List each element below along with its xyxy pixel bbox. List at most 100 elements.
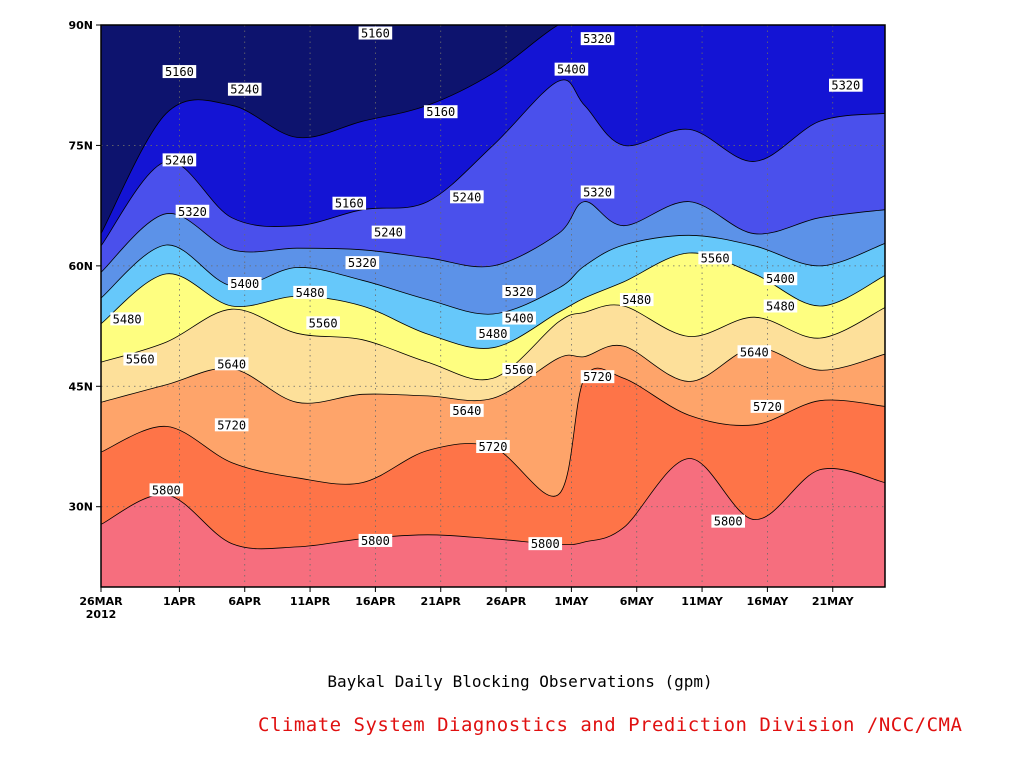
x-tick-label: 11APR: [290, 595, 331, 608]
contour-label-bg: [175, 204, 210, 218]
contour-label-bg: [763, 299, 798, 313]
contour-labels: 5160 5160 5160 5160 5240 5240 5240 5240 5320 5320…: [110, 26, 863, 551]
band-fill-5160: [101, 25, 885, 234]
contour-label-bg: [619, 293, 654, 307]
contour-label: 5720: [753, 400, 782, 414]
contour-label: 5800: [714, 515, 743, 529]
contour-label: 5160: [335, 197, 364, 211]
contour-line-5320: [101, 201, 885, 273]
x-tick-label: 26APR: [486, 595, 527, 608]
contour-label-bg: [332, 196, 367, 210]
contour-label: 5400: [230, 277, 259, 291]
contour-label-bg: [123, 352, 157, 366]
contour-label-bg: [450, 403, 484, 417]
contour-line-5560: [101, 304, 885, 381]
contour-label-bg: [110, 312, 144, 326]
y-tick-label: 60N: [68, 260, 93, 273]
contour-label-bg: [358, 533, 393, 547]
contour-label-bg: [227, 82, 262, 96]
contour-label: 5800: [361, 534, 390, 548]
contour-label-bg: [162, 153, 197, 167]
chart-title: Baykal Daily Blocking Observations (gpm): [327, 672, 713, 691]
contour-label-bg: [358, 26, 393, 40]
contour-label-bg: [737, 345, 772, 359]
contour-label: 5720: [479, 440, 508, 454]
contour-line-5720: [101, 367, 885, 497]
contour-label: 5560: [505, 363, 534, 377]
contour-label-bg: [423, 105, 458, 119]
contour-label-bg: [711, 514, 745, 528]
y-tick-label: 90N: [68, 19, 93, 32]
x-tick-label: 6APR: [228, 595, 261, 608]
contour-label-bg: [227, 277, 262, 291]
contour-line-5160: [101, 25, 885, 234]
contour-label-bg: [476, 440, 510, 453]
contour-label: 5320: [831, 79, 860, 93]
contour-label: 5640: [740, 345, 769, 359]
contour-label: 5320: [583, 32, 612, 46]
x-tick-label: 16MAY: [747, 595, 790, 608]
contour-line-5480: [101, 252, 885, 349]
contour-label-bg: [371, 225, 406, 239]
contour-label: 5240: [165, 153, 194, 167]
contour-label-bg: [763, 272, 798, 286]
contour-label: 5320: [583, 185, 612, 199]
contour-label: 5320: [348, 256, 377, 270]
contour-label-bg: [750, 399, 785, 413]
contour-label: 5400: [557, 63, 586, 77]
x-tick-label: 16APR: [355, 595, 396, 608]
contour-label: 5560: [309, 316, 338, 330]
contour-label-bg: [149, 483, 184, 497]
y-tick-label: 75N: [68, 139, 93, 152]
contour-label-bg: [345, 256, 380, 270]
contour-label-bg: [306, 316, 340, 330]
contour-label-bg: [580, 370, 615, 384]
contour-label-bg: [502, 311, 536, 325]
y-tick-label: 30N: [68, 501, 93, 514]
contour-label: 5240: [374, 226, 403, 240]
contour-label: 5160: [426, 105, 455, 119]
contour-label-bg: [162, 65, 197, 79]
contour-label: 5640: [452, 404, 481, 418]
x-tick-label: 21MAY: [812, 595, 855, 608]
contour-label-bg: [476, 326, 510, 340]
contour-label-bg: [580, 185, 615, 199]
contour-label: 5800: [531, 537, 560, 551]
contour-label-bg: [450, 190, 484, 204]
x-tick-label: 6MAY: [620, 595, 655, 608]
contour-label: 5400: [766, 272, 795, 286]
contour-label: 5480: [766, 300, 795, 314]
contour-label: 5240: [452, 190, 481, 204]
contour-label-bg: [698, 251, 732, 265]
contour-label: 5240: [230, 83, 259, 97]
contour-label: 5800: [152, 483, 181, 497]
contour-label: 5320: [178, 205, 207, 219]
plot-frame: [100, 24, 886, 588]
contour-label: 5720: [583, 370, 612, 384]
contour-label-bg: [554, 62, 589, 76]
contour-label: 5480: [113, 312, 142, 326]
contour-label: 5560: [701, 251, 730, 265]
contour-label: 5480: [296, 286, 325, 300]
x-tick-label: 1MAY: [554, 595, 589, 608]
y-tick-label: 45N: [68, 380, 93, 393]
contour-label: 5160: [361, 27, 390, 41]
contour-label-bg: [214, 357, 249, 371]
contour-label-bg: [214, 418, 249, 432]
contour-label-bg: [580, 32, 615, 46]
contour-fills: [101, 25, 885, 587]
contour-label-bg: [502, 362, 536, 376]
contour-label: 5400: [505, 312, 534, 326]
contour-label: 5640: [217, 357, 246, 371]
contour-label: 5480: [479, 327, 508, 341]
contour-label-bg: [829, 78, 863, 92]
contour-line-5240: [101, 79, 885, 247]
x-tick-label: 11MAY: [681, 595, 724, 608]
contour-label-bg: [293, 285, 327, 299]
x-tick-label: 26MAR: [79, 595, 123, 608]
contour-label: 5480: [622, 293, 651, 307]
contour-label: 5720: [217, 418, 246, 432]
x-tick-label: 1APR: [163, 595, 196, 608]
